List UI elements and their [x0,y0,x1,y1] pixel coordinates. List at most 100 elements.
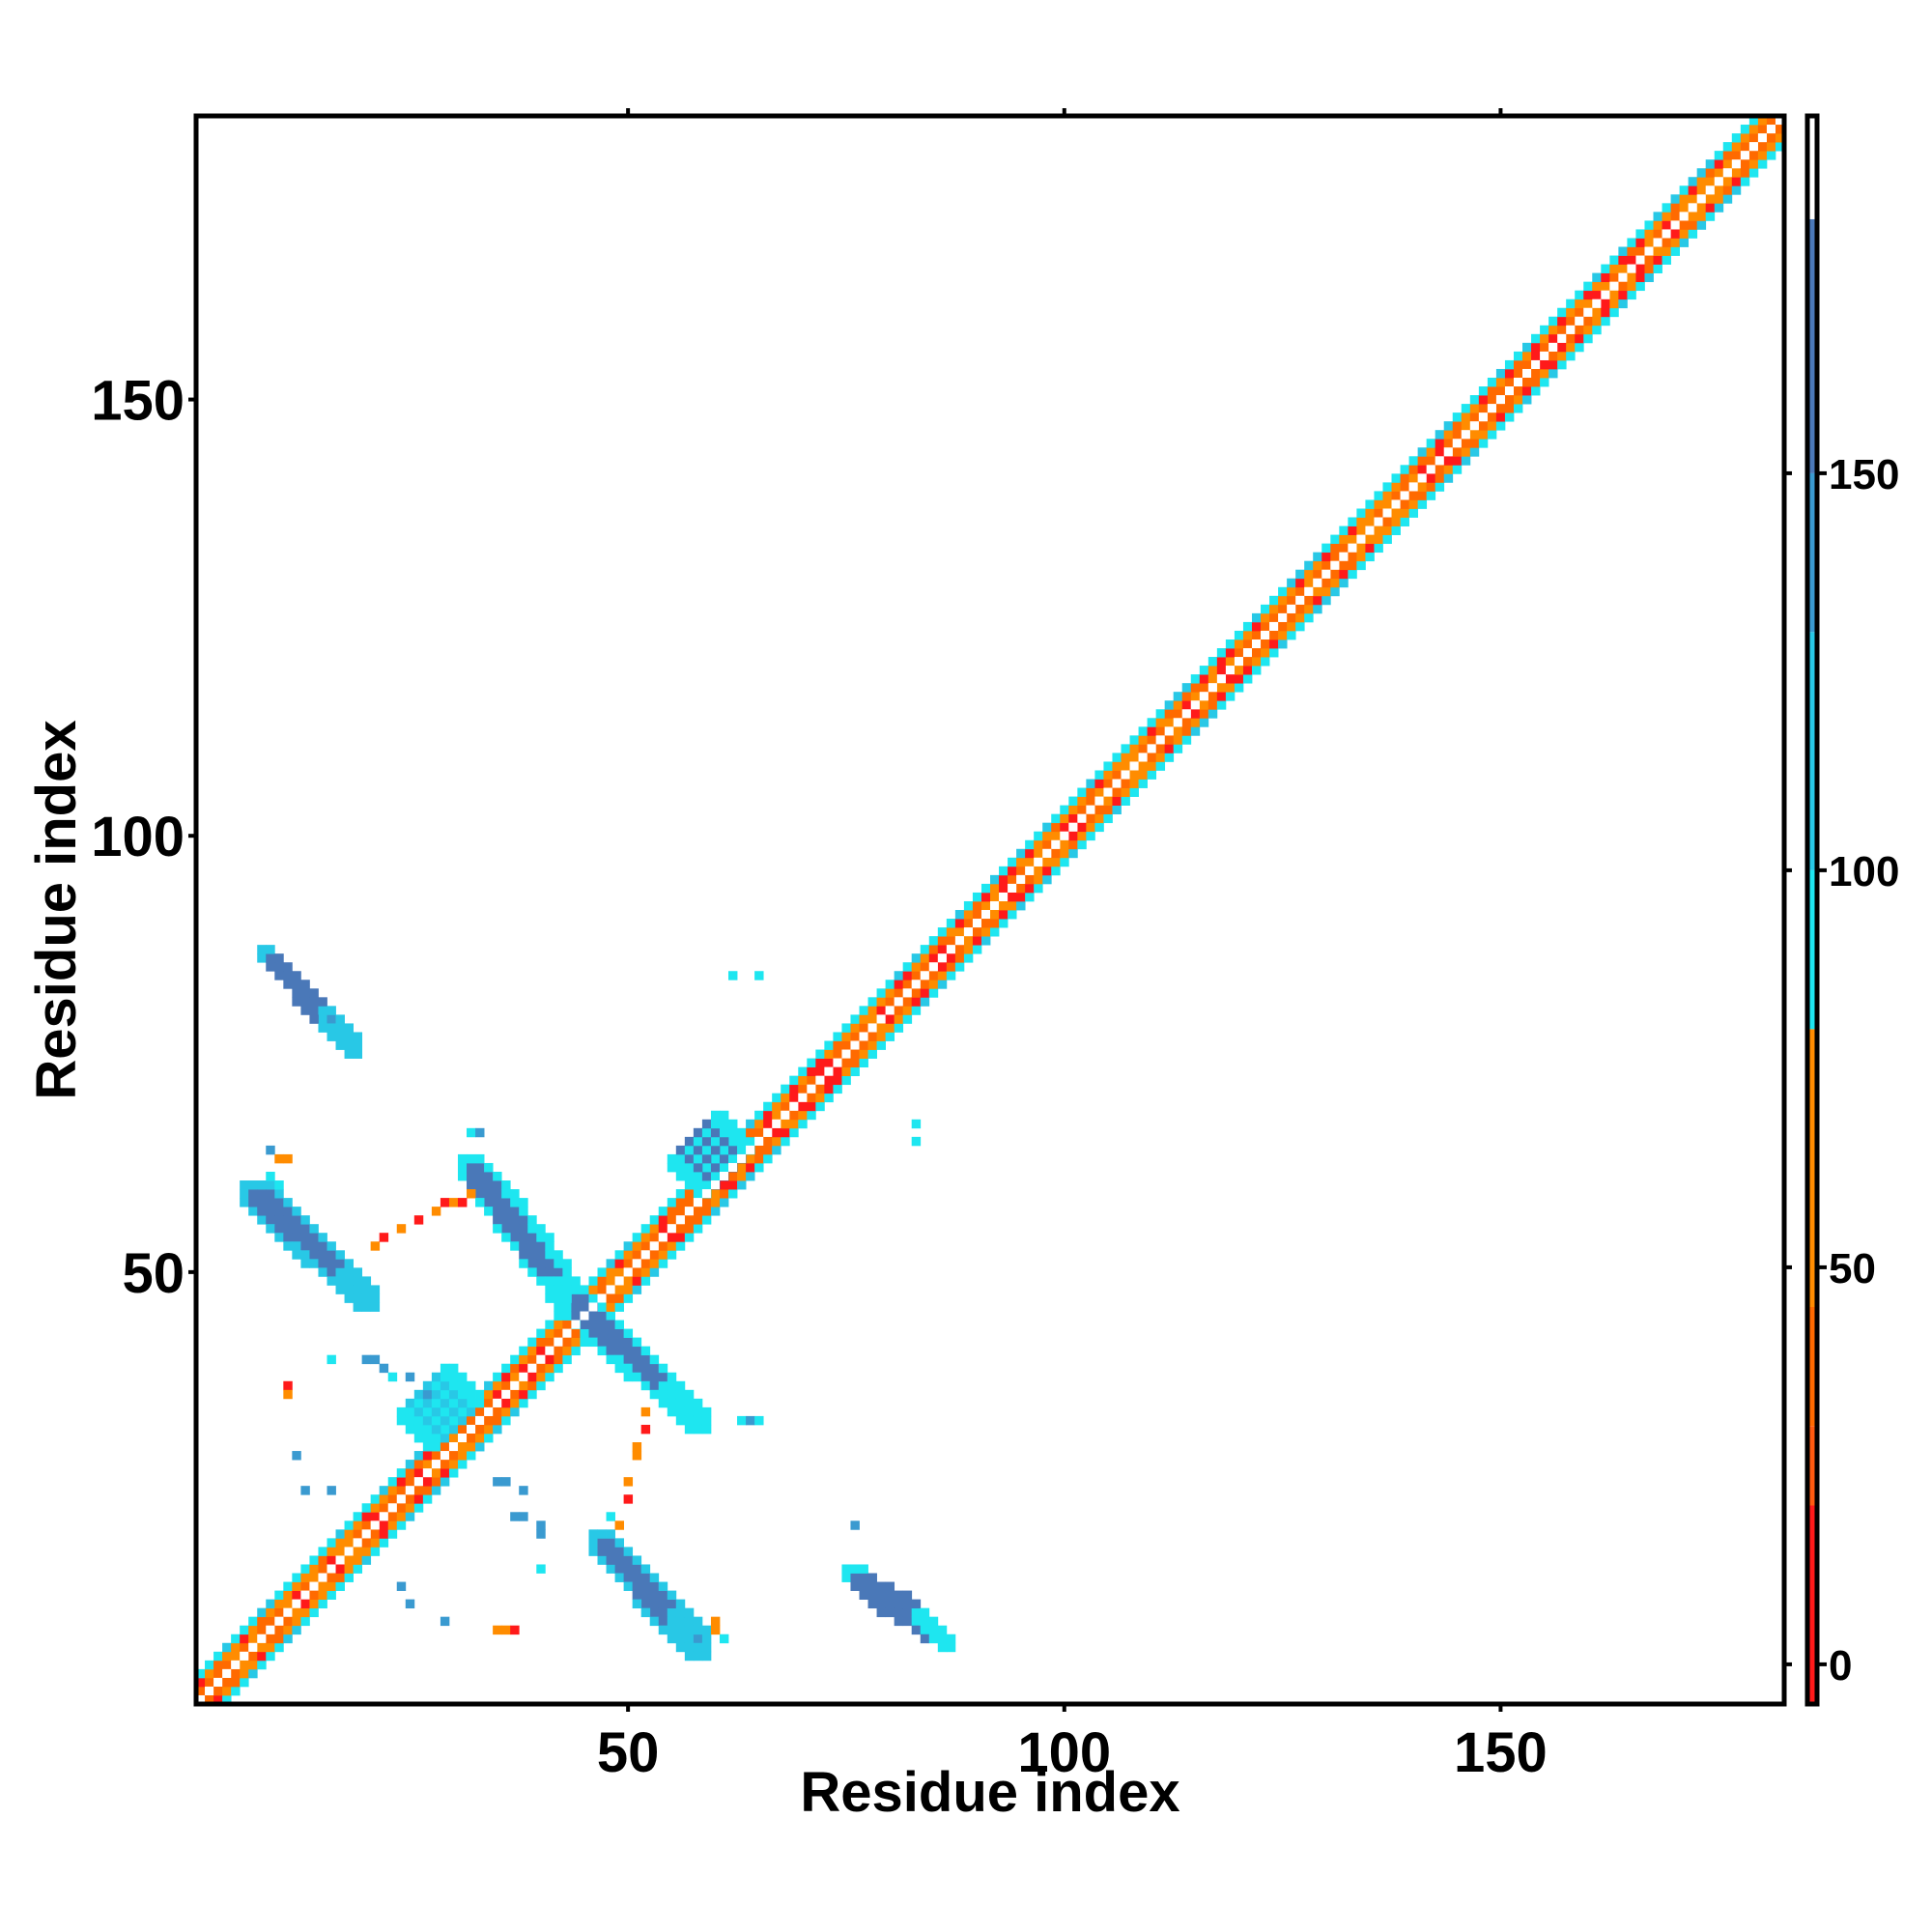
heatmap-cell [327,1486,336,1495]
heatmap-cell [1313,586,1322,597]
heatmap-cell [1374,534,1383,545]
heatmap-cell [266,953,275,963]
diagonal-cell [902,988,912,998]
heatmap-cell [1155,761,1166,771]
heatmap-cell [606,1328,615,1339]
heatmap-cell [1566,333,1576,344]
heatmap-cell [457,1398,468,1408]
heatmap-cell [361,1276,372,1286]
heatmap-cell [379,1538,389,1548]
heatmap-cell [545,1285,554,1294]
heatmap-cell [536,1267,546,1277]
heatmap-cell [292,1215,301,1225]
heatmap-cell [519,1354,528,1365]
heatmap-cell [240,1642,249,1653]
heatmap-cell [701,1153,712,1164]
heatmap-cell [710,1207,721,1216]
heatmap-cell [1225,639,1236,649]
heatmap-cell [1042,831,1052,841]
heatmap-cell [1356,543,1366,554]
heatmap-cell [1374,491,1383,500]
heatmap-cell [222,1686,232,1696]
heatmap-cell [196,1677,206,1688]
heatmap-cell [667,1406,677,1417]
diagonal-cell [640,1250,650,1260]
heatmap-cell [1583,290,1593,300]
heatmap-cell [710,1198,721,1208]
heatmap-cell [1181,718,1192,727]
heatmap-cell [588,1547,598,1556]
heatmap-cell [1487,386,1497,396]
diagonal-cell [1635,255,1645,265]
heatmap-cell [1051,848,1061,859]
heatmap-cell [510,1198,520,1208]
heatmap-cell [999,919,1009,928]
heatmap-cell [309,1259,319,1268]
heatmap-cell [946,919,956,928]
heatmap-cell [1400,508,1409,518]
heatmap-cell [527,1233,537,1242]
heatmap-cell [257,1207,267,1216]
diagonal-cell [1531,359,1541,369]
heatmap-cell [737,1145,747,1155]
heatmap-cell [1426,447,1436,457]
heatmap-cell [300,1616,310,1627]
heatmap-cell [318,1014,327,1024]
heatmap-cell [1008,892,1017,902]
heatmap-cell [606,1512,615,1521]
heatmap-cell [1016,857,1026,867]
heatmap-cell [353,1547,363,1556]
heatmap-cell [353,1512,363,1521]
heatmap-cell [920,1616,930,1627]
heatmap-cell [1086,831,1095,841]
heatmap-cell [911,1607,922,1618]
heatmap-cell [937,945,948,954]
heatmap-cell [405,1398,415,1408]
heatmap-cell [614,1547,625,1556]
heatmap-cell [519,1233,528,1242]
heatmap-cell [954,919,965,928]
heatmap-cell [1670,203,1680,213]
heatmap-cell [1653,220,1662,230]
heatmap-cell [649,1224,660,1234]
heatmap-cell [1452,456,1463,466]
diagonal-cell [1173,718,1182,727]
heatmap-cell [510,1372,520,1382]
heatmap-cell [1304,612,1314,623]
heatmap-cell [1740,125,1750,134]
heatmap-cell [562,1346,572,1356]
heatmap-cell [1705,159,1716,169]
heatmap-cell [510,1241,520,1251]
heatmap-cell [772,1145,781,1155]
heatmap-cell [1068,796,1078,806]
heatmap-cell [379,1503,389,1513]
heatmap-cell [1077,831,1087,841]
heatmap-cell [1478,439,1489,448]
heatmap-cell [1679,220,1690,230]
diagonal-cell [807,1084,816,1094]
heatmap-cell [588,1320,598,1329]
heatmap-cell [1348,560,1357,571]
heatmap-cell [1504,412,1515,422]
heatmap-cell [902,962,913,972]
heatmap-cell [493,1372,502,1382]
heatmap-cell [632,1354,642,1365]
heatmap-cell [1042,874,1052,885]
heatmap-cell [527,1337,537,1348]
heatmap-cell [475,1389,485,1400]
heatmap-cell [588,1293,598,1303]
heatmap-cell [1356,552,1366,562]
heatmap-cell [1060,857,1069,867]
diagonal-cell [1339,552,1349,561]
diagonal-cell [266,1625,275,1634]
heatmap-cell [1103,779,1113,788]
diagonal-cell [876,1014,886,1024]
heatmap-cell [928,980,939,989]
heatmap-cell [1391,473,1401,483]
diagonal-cell [1766,125,1776,134]
heatmap-cell [396,1224,407,1234]
heatmap-cell [859,1014,868,1024]
heatmap-cell [1627,281,1636,292]
heatmap-cell [327,1014,336,1024]
heatmap-cell [1426,473,1436,483]
